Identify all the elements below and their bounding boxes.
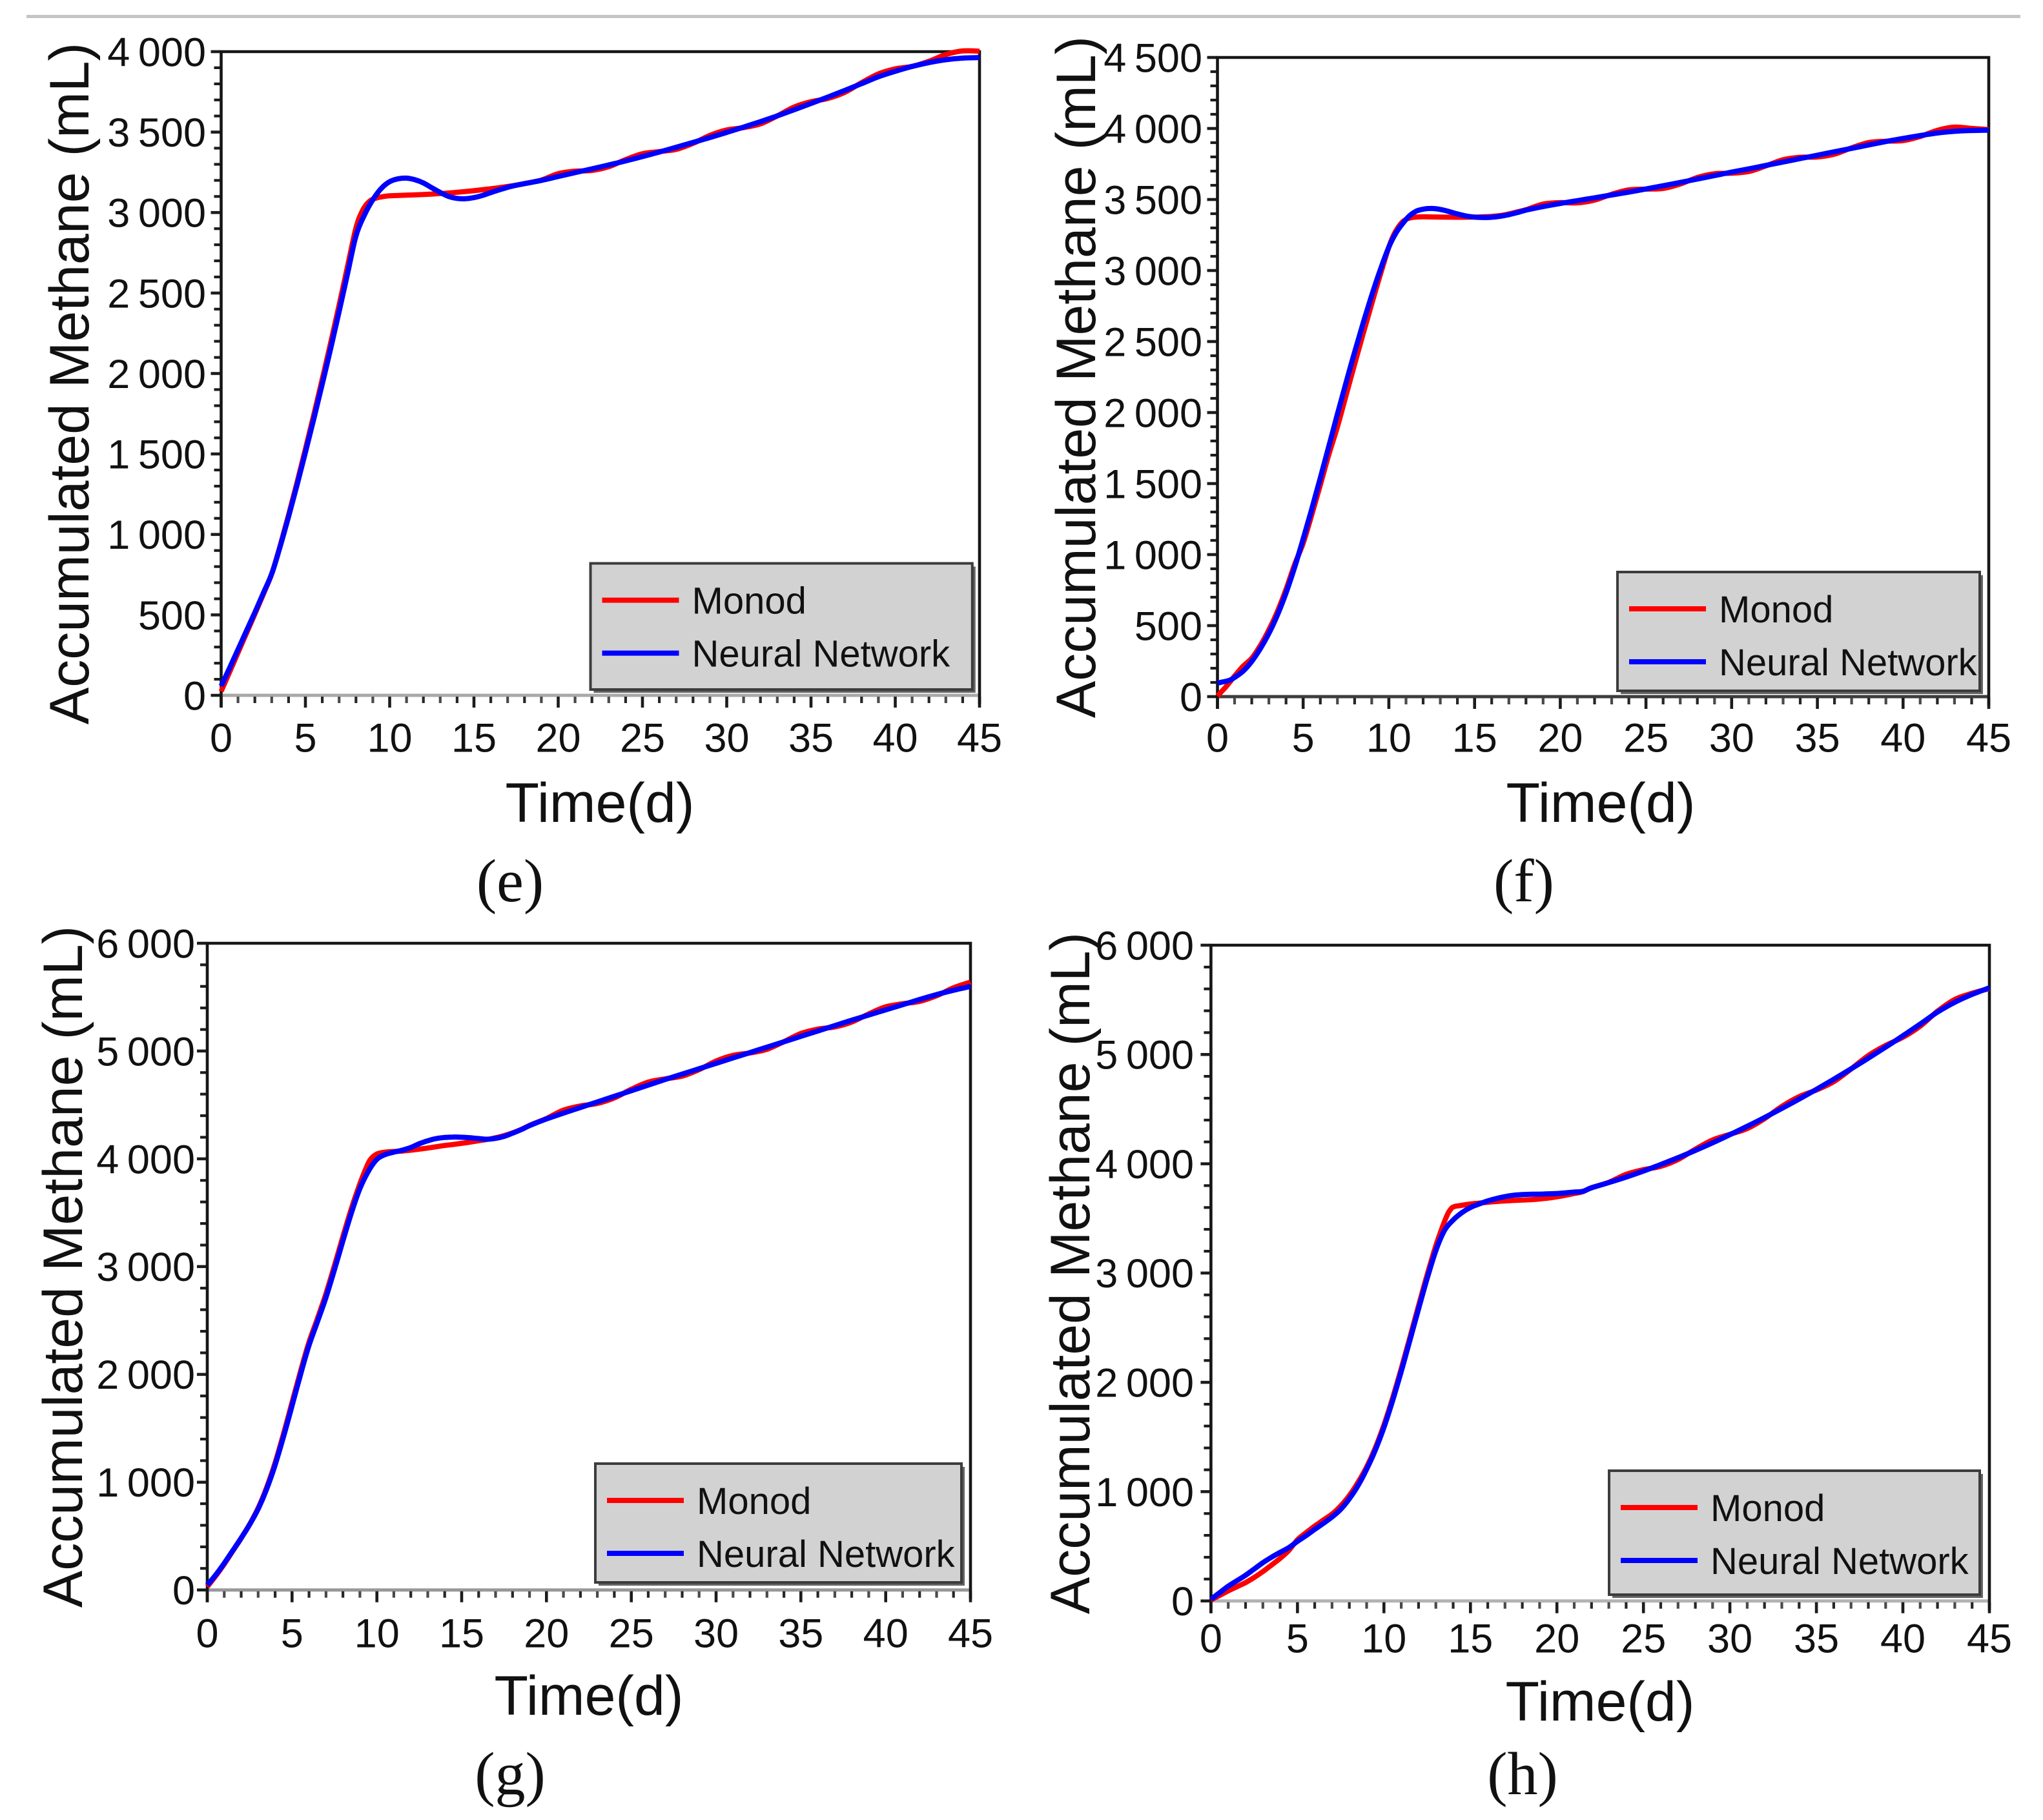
svg-text:2 500: 2 500: [1104, 320, 1202, 365]
svg-text:1 000: 1 000: [96, 1460, 195, 1506]
svg-text:2 000: 2 000: [1104, 391, 1202, 436]
svg-text:20: 20: [524, 1611, 569, 1656]
svg-text:3 500: 3 500: [107, 110, 206, 156]
svg-text:15: 15: [1452, 715, 1497, 761]
svg-text:20: 20: [1537, 715, 1583, 761]
svg-text:3 000: 3 000: [107, 191, 206, 236]
svg-text:0: 0: [183, 673, 206, 719]
svg-text:0: 0: [1206, 715, 1229, 761]
svg-text:30: 30: [704, 715, 749, 761]
svg-text:25: 25: [609, 1611, 654, 1656]
svg-text:30: 30: [1707, 1616, 1752, 1661]
svg-text:0: 0: [1200, 1616, 1222, 1661]
svg-text:5 000: 5 000: [1095, 1033, 1194, 1078]
svg-text:(e): (e): [477, 848, 544, 915]
svg-text:3 500: 3 500: [1104, 178, 1202, 223]
svg-text:0: 0: [196, 1611, 218, 1656]
svg-text:0: 0: [1180, 675, 1202, 720]
svg-text:10: 10: [367, 715, 412, 761]
svg-text:15: 15: [439, 1611, 484, 1656]
svg-text:25: 25: [1623, 715, 1668, 761]
svg-text:0: 0: [210, 715, 232, 761]
svg-text:Time(d): Time(d): [505, 772, 694, 834]
svg-text:4 000: 4 000: [96, 1137, 195, 1182]
svg-text:30: 30: [693, 1611, 739, 1656]
svg-text:1 000: 1 000: [1104, 533, 1202, 578]
svg-text:15: 15: [1448, 1616, 1493, 1661]
svg-text:45: 45: [948, 1611, 993, 1656]
svg-text:40: 40: [863, 1611, 909, 1656]
svg-text:10: 10: [1366, 715, 1412, 761]
svg-text:1 000: 1 000: [1095, 1470, 1194, 1515]
svg-text:Time(d): Time(d): [1505, 1671, 1694, 1733]
svg-text:45: 45: [957, 715, 1002, 761]
svg-text:35: 35: [778, 1611, 823, 1656]
svg-text:1 500: 1 500: [1104, 462, 1202, 507]
svg-text:6 000: 6 000: [1095, 923, 1194, 968]
svg-text:35: 35: [1794, 1616, 1839, 1661]
svg-text:5: 5: [1286, 1616, 1309, 1661]
svg-text:40: 40: [1880, 715, 1925, 761]
svg-text:35: 35: [788, 715, 834, 761]
svg-text:5: 5: [294, 715, 316, 761]
svg-text:Time(d): Time(d): [494, 1665, 683, 1727]
svg-text:20: 20: [535, 715, 580, 761]
svg-text:20: 20: [1534, 1616, 1579, 1661]
svg-text:15: 15: [451, 715, 497, 761]
svg-text:2 000: 2 000: [107, 352, 206, 397]
svg-text:35: 35: [1795, 715, 1840, 761]
svg-text:5 000: 5 000: [96, 1029, 195, 1074]
svg-text:45: 45: [1966, 715, 2011, 761]
svg-text:0: 0: [1171, 1579, 1194, 1624]
svg-text:4 000: 4 000: [1104, 107, 1202, 152]
svg-text:Accumulated Methane (mL): Accumulated Methane (mL): [1045, 36, 1107, 718]
svg-text:Accumulated Methane (mL): Accumulated Methane (mL): [39, 43, 101, 724]
svg-text:(f): (f): [1494, 848, 1554, 915]
svg-text:Accumulated Methane (mL): Accumulated Methane (mL): [32, 926, 94, 1608]
svg-text:10: 10: [354, 1611, 400, 1656]
svg-text:5: 5: [281, 1611, 303, 1656]
svg-text:Neural Network: Neural Network: [1710, 1540, 1969, 1582]
svg-text:25: 25: [1621, 1616, 1666, 1661]
svg-text:Neural Network: Neural Network: [697, 1533, 956, 1575]
svg-text:Monod: Monod: [1719, 589, 1833, 631]
svg-text:Monod: Monod: [692, 580, 806, 622]
svg-text:4 000: 4 000: [107, 30, 206, 75]
svg-text:40: 40: [1880, 1616, 1925, 1661]
svg-text:Monod: Monod: [1710, 1488, 1825, 1529]
svg-text:25: 25: [620, 715, 665, 761]
svg-text:Accumulated Methane (mL): Accumulated Methane (mL): [1040, 932, 1102, 1614]
svg-text:4 000: 4 000: [1095, 1142, 1194, 1187]
svg-text:5: 5: [1292, 715, 1315, 761]
svg-text:1 000: 1 000: [107, 513, 206, 558]
svg-text:3 000: 3 000: [1095, 1251, 1194, 1296]
svg-text:40: 40: [872, 715, 918, 761]
svg-text:500: 500: [1134, 604, 1202, 649]
svg-text:2 500: 2 500: [107, 271, 206, 316]
svg-text:1 500: 1 500: [107, 433, 206, 478]
svg-text:Neural Network: Neural Network: [1719, 642, 1978, 684]
svg-text:2 000: 2 000: [1095, 1361, 1194, 1406]
svg-text:45: 45: [1967, 1616, 2012, 1661]
svg-text:30: 30: [1709, 715, 1754, 761]
svg-text:Time(d): Time(d): [1506, 772, 1695, 834]
svg-text:4 500: 4 500: [1104, 36, 1202, 81]
svg-text:Neural Network: Neural Network: [692, 633, 951, 675]
svg-text:(h): (h): [1487, 1741, 1558, 1808]
svg-text:(g): (g): [475, 1741, 546, 1808]
svg-text:500: 500: [138, 593, 206, 639]
svg-text:3 000: 3 000: [1104, 249, 1202, 294]
svg-text:0: 0: [172, 1568, 195, 1613]
svg-text:Monod: Monod: [697, 1480, 811, 1522]
svg-text:3 000: 3 000: [96, 1245, 195, 1290]
svg-text:10: 10: [1361, 1616, 1406, 1661]
svg-text:6 000: 6 000: [96, 921, 195, 966]
svg-text:2 000: 2 000: [96, 1353, 195, 1398]
